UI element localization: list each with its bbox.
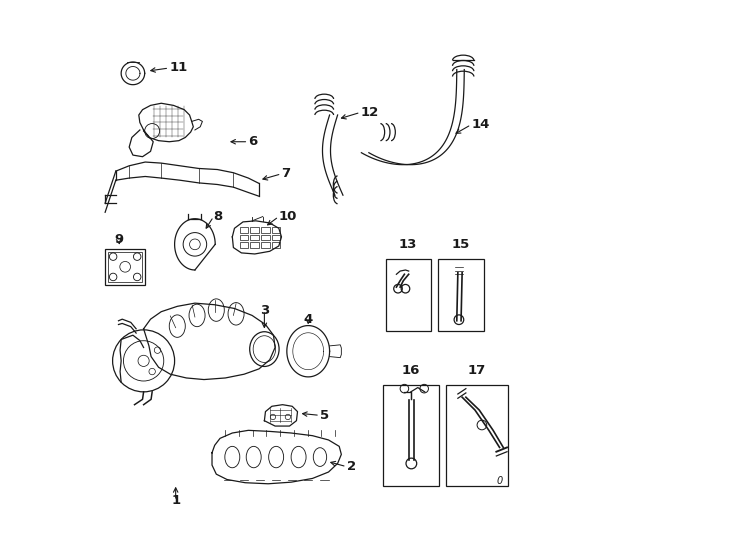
Text: 1: 1 [171, 495, 181, 508]
Bar [272, 235, 280, 240]
Bar [261, 227, 269, 233]
Bar [261, 242, 269, 247]
Text: 16: 16 [401, 364, 420, 377]
Text: 8: 8 [214, 210, 223, 223]
Text: 0: 0 [496, 476, 503, 486]
Bar [272, 242, 280, 247]
Text: 4: 4 [304, 313, 313, 326]
Bar [383, 385, 439, 487]
Bar [240, 242, 248, 247]
Text: 15: 15 [451, 238, 470, 251]
Bar [250, 227, 259, 233]
Text: 14: 14 [471, 118, 490, 131]
Bar [250, 242, 259, 247]
Text: 10: 10 [279, 210, 297, 223]
Text: 13: 13 [399, 238, 418, 251]
Bar [261, 235, 269, 240]
Text: 3: 3 [260, 303, 269, 316]
Bar [240, 227, 248, 233]
Text: 2: 2 [346, 460, 356, 473]
Text: 9: 9 [114, 233, 123, 246]
Bar [446, 385, 507, 487]
Text: 6: 6 [248, 135, 258, 148]
Text: 7: 7 [281, 167, 291, 180]
Bar [105, 248, 145, 285]
Bar [240, 235, 248, 240]
Text: 17: 17 [468, 364, 486, 377]
Text: 11: 11 [170, 62, 187, 75]
Bar [109, 252, 142, 282]
Bar [272, 227, 280, 233]
Text: 5: 5 [320, 409, 329, 422]
Bar [438, 259, 484, 332]
Text: 12: 12 [360, 106, 379, 119]
Bar [385, 259, 431, 332]
Bar [250, 235, 259, 240]
